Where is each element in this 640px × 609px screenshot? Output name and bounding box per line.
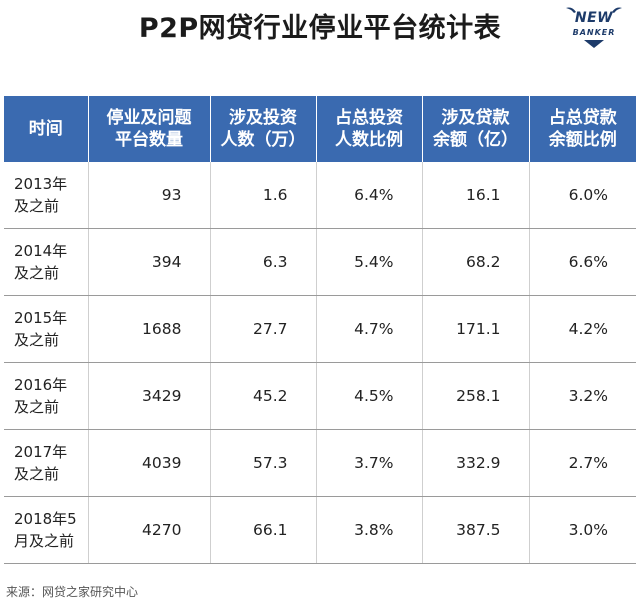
cell-platforms: 1688	[88, 295, 211, 363]
table-row: 2014年 及之前 394 6.3 5.4% 68.2 6.6%	[4, 228, 636, 296]
cell-period: 2015年 及之前	[4, 295, 89, 363]
cell-loan-balance: 68.2	[422, 228, 530, 296]
logo-word-banker: BANKER	[572, 28, 616, 37]
cell-platforms: 4039	[88, 429, 211, 497]
table-row: 2015年 及之前 1688 27.7 4.7% 171.1 4.2%	[4, 295, 636, 363]
cell-platforms: 394	[88, 228, 211, 296]
header-period: 时间	[4, 96, 89, 162]
stats-table: 时间 停业及问题 平台数量 涉及投资 人数（万） 占总投资 人数比例 涉及贷款 余额（亿…	[4, 96, 636, 564]
cell-platforms: 93	[88, 162, 211, 229]
source-note: 来源：网贷之家研究中心	[6, 585, 139, 599]
header-platforms: 停业及问题 平台数量	[87, 96, 211, 162]
cell-loan-balance: 387.5	[422, 496, 530, 564]
cell-period: 2014年 及之前	[4, 228, 89, 296]
cell-period: 2018年5 月及之前	[4, 496, 89, 564]
cell-investors: 66.1	[210, 496, 317, 564]
cell-loan-ratio: 6.0%	[529, 162, 636, 229]
cell-investor-ratio: 4.5%	[316, 362, 423, 430]
cell-platforms: 3429	[88, 362, 211, 430]
newbanker-logo: NEW BANKER	[562, 4, 626, 50]
cell-period: 2013年 及之前	[4, 162, 89, 229]
logo-word-new: NEW	[574, 10, 614, 26]
cell-period: 2016年 及之前	[4, 362, 89, 430]
header-investor-ratio: 占总投资 人数比例	[315, 96, 423, 162]
table-header-row: 时间 停业及问题 平台数量 涉及投资 人数（万） 占总投资 人数比例 涉及贷款 余额（亿…	[4, 96, 636, 162]
cell-loan-ratio: 3.0%	[529, 496, 636, 564]
cell-period: 2017年 及之前	[4, 429, 89, 497]
table-row: 2018年5 月及之前 4270 66.1 3.8% 387.5 3.0%	[4, 496, 636, 564]
cell-investor-ratio: 6.4%	[316, 162, 423, 229]
cell-loan-ratio: 4.2%	[529, 295, 636, 363]
cell-loan-balance: 332.9	[422, 429, 530, 497]
cell-investors: 6.3	[210, 228, 317, 296]
cell-investor-ratio: 3.8%	[316, 496, 423, 564]
cell-investor-ratio: 4.7%	[316, 295, 423, 363]
header-loan-ratio: 占总贷款 余额比例	[528, 96, 636, 162]
cell-loan-ratio: 3.2%	[529, 362, 636, 430]
cell-investors: 57.3	[210, 429, 317, 497]
cell-loan-ratio: 2.7%	[529, 429, 636, 497]
cell-loan-balance: 16.1	[422, 162, 530, 229]
table-row: 2016年 及之前 3429 45.2 4.5% 258.1 3.2%	[4, 362, 636, 430]
cell-investors: 27.7	[210, 295, 317, 363]
cell-investors: 1.6	[210, 162, 317, 229]
table-row: 2013年 及之前 93 1.6 6.4% 16.1 6.0%	[4, 162, 636, 229]
cell-investors: 45.2	[210, 362, 317, 430]
cell-investor-ratio: 3.7%	[316, 429, 423, 497]
header-investors: 涉及投资 人数（万）	[209, 96, 317, 162]
logo-bull-horns-icon	[566, 7, 622, 48]
cell-investor-ratio: 5.4%	[316, 228, 423, 296]
cell-loan-ratio: 6.6%	[529, 228, 636, 296]
header-loan-balance: 涉及贷款 余额（亿）	[421, 96, 530, 162]
cell-loan-balance: 171.1	[422, 295, 530, 363]
page-title: P2P网贷行业停业平台统计表	[138, 13, 502, 44]
cell-platforms: 4270	[88, 496, 211, 564]
cell-loan-balance: 258.1	[422, 362, 530, 430]
table-row: 2017年 及之前 4039 57.3 3.7% 332.9 2.7%	[4, 429, 636, 497]
